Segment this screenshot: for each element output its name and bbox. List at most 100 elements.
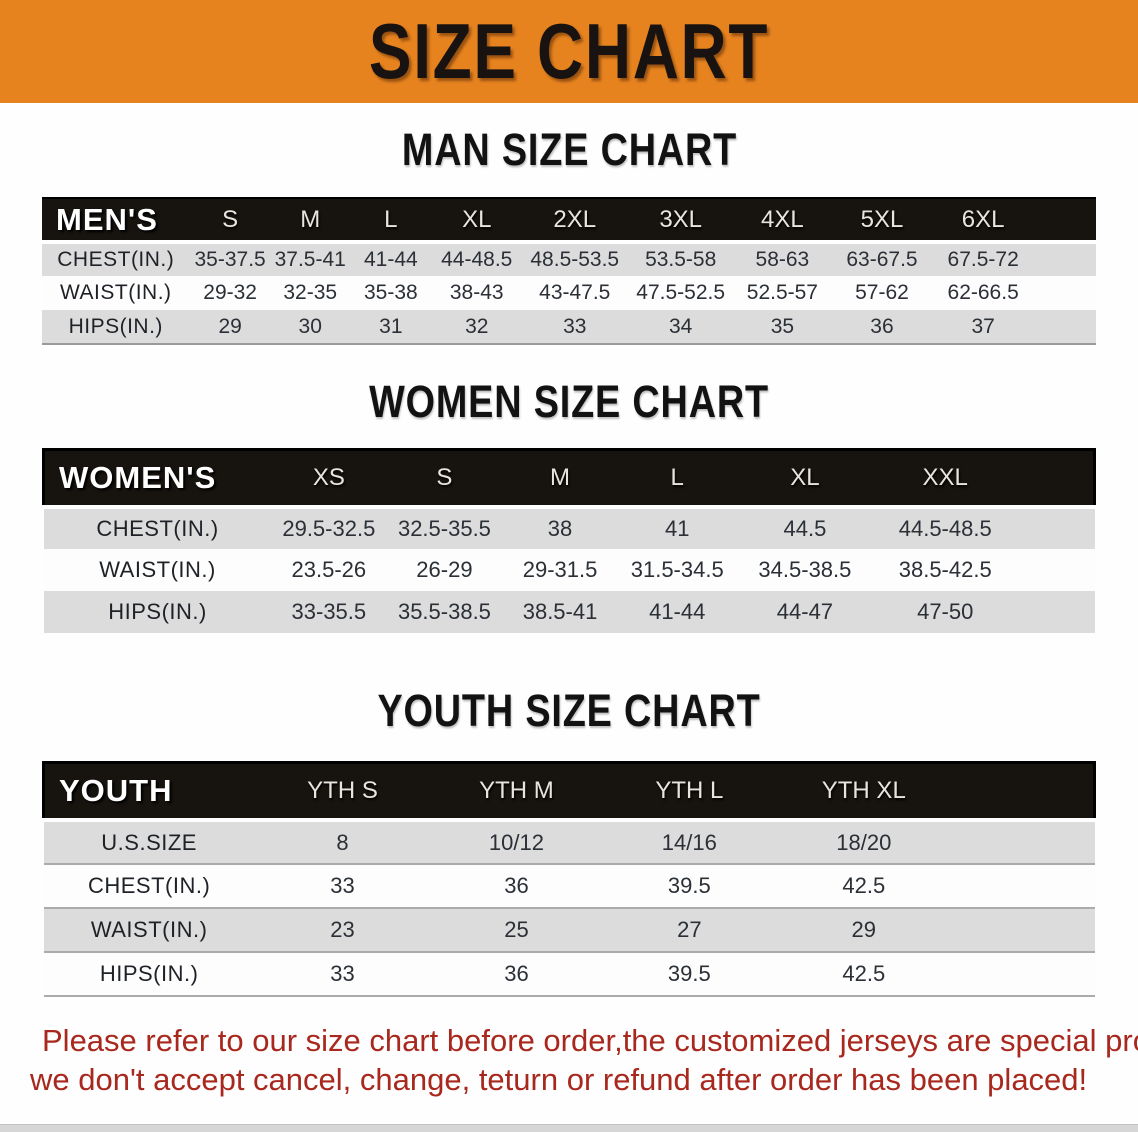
size-column-header: YTH XL <box>821 776 906 804</box>
size-cell: 25 <box>504 917 529 942</box>
size-cell: 37.5-41 <box>274 248 346 271</box>
size-column-header: 4XL <box>761 205 804 233</box>
table-row: HIPS(IN.) 33-35.5 35.5-38.5 38.5-41 41-44 44-… <box>43 590 1095 633</box>
table-row: U.S.SIZE 8 10/12 14/16 18/20 <box>43 820 1095 864</box>
section-women: WOMEN SIZE CHART WOMEN'S XS S M L XL XXL CHEST(… <box>0 379 1138 633</box>
size-cell: 31.5-34.5 <box>630 556 724 582</box>
page-title: SIZE CHART <box>368 7 770 95</box>
header-row: WOMEN'S XS S M L XL XXL <box>43 449 1095 507</box>
size-cell: 32 <box>465 314 489 338</box>
bottom-strip <box>0 1124 1138 1132</box>
spacer-cell <box>952 820 1095 864</box>
size-cell: 41-44 <box>649 598 706 624</box>
size-cell: 10/12 <box>488 829 544 855</box>
size-cell: 47.5-52.5 <box>636 281 726 304</box>
table-row: CHEST(IN.) 33 36 39.5 42.5 <box>43 864 1095 908</box>
disclaimer-line-2: we don't accept cancel, change, teturn o… <box>30 1062 1088 1097</box>
size-column-header: M <box>300 205 321 233</box>
disclaimer: Please refer to our size chart before or… <box>0 1021 1138 1099</box>
size-cell: 36 <box>870 314 894 338</box>
spacer-cell <box>1018 591 1095 633</box>
size-column-header: L <box>384 205 398 233</box>
spacer-cell <box>1034 242 1096 276</box>
youth-section-heading: YOUTH SIZE CHART <box>0 684 1138 736</box>
size-cell: 32.5-35.5 <box>397 515 491 541</box>
size-cell: 38.5-41 <box>522 598 598 624</box>
spacer-cell <box>952 762 1095 820</box>
size-cell: 38 <box>547 515 573 541</box>
size-cell: 36 <box>504 873 529 898</box>
size-cell: 44.5 <box>783 515 827 541</box>
size-column-header: 5XL <box>860 205 904 233</box>
size-cell: 14/16 <box>661 829 717 855</box>
spacer-cell <box>1034 276 1096 310</box>
size-cell: 18/20 <box>836 829 892 855</box>
size-cell: 33 <box>330 873 355 898</box>
size-cell: 52.5-57 <box>746 281 818 304</box>
men-table-label: MEN'S <box>56 201 158 237</box>
section-youth: YOUTH SIZE CHART YOUTH YTH S YTH M YTH L YTH… <box>0 684 1138 998</box>
disclaimer-line-1: Please refer to our size chart before or… <box>42 1023 1138 1058</box>
size-column-header: XXL <box>922 463 968 491</box>
row-label: WAIST(IN.) <box>60 281 172 304</box>
row-label: HIPS(IN.) <box>108 598 207 624</box>
youth-section-heading-text: YOUTH SIZE CHART <box>377 684 761 736</box>
spacer-cell <box>952 864 1095 908</box>
size-cell: 8 <box>336 829 349 855</box>
size-cell: 34 <box>669 314 693 338</box>
size-cell: 29-32 <box>203 281 257 304</box>
size-cell: 33-35.5 <box>291 598 367 624</box>
size-cell: 42.5 <box>842 873 886 898</box>
size-cell: 27 <box>677 917 702 942</box>
size-column-header: YTH S <box>307 776 378 804</box>
row-label: HIPS(IN.) <box>68 314 163 338</box>
size-cell: 44-48.5 <box>441 248 513 271</box>
size-cell: 41 <box>664 515 690 541</box>
row-label: U.S.SIZE <box>101 829 197 855</box>
size-cell: 23 <box>330 917 355 942</box>
size-cell: 29 <box>851 917 877 942</box>
men-section-heading: MAN SIZE CHART <box>0 127 1138 173</box>
size-column-header: XS <box>312 463 345 491</box>
size-cell: 42.5 <box>842 961 886 986</box>
size-cell: 35-38 <box>363 281 418 304</box>
table-row: WAIST(IN.) 23.5-26 26-29 29-31.5 31.5-34.5 34… <box>43 548 1095 591</box>
size-cell: 57-62 <box>855 281 909 304</box>
header-row: YOUTH YTH S YTH M YTH L YTH XL <box>43 762 1095 820</box>
size-cell: 41-44 <box>363 248 418 271</box>
size-cell: 63-67.5 <box>846 248 918 271</box>
size-cell: 53.5-58 <box>645 248 717 271</box>
size-column-header: 3XL <box>659 205 703 233</box>
size-cell: 29-31.5 <box>522 556 598 582</box>
size-cell: 29 <box>218 314 242 338</box>
size-cell: 36 <box>504 961 529 986</box>
size-column-header: YTH M <box>479 776 554 804</box>
row-label: HIPS(IN.) <box>99 961 199 986</box>
table-row: WAIST(IN.) 23 25 27 29 <box>43 908 1095 952</box>
spacer-cell <box>1018 450 1095 507</box>
size-cell: 38-43 <box>449 281 504 304</box>
size-cell: 48.5-53.5 <box>530 248 620 271</box>
size-cell: 33 <box>330 961 355 986</box>
row-label: CHEST(IN.) <box>57 248 175 271</box>
size-cell: 39.5 <box>667 961 711 986</box>
size-cell: 44.5-48.5 <box>898 515 992 541</box>
size-column-header: YTH L <box>655 776 724 804</box>
size-cell: 44-47 <box>776 598 834 624</box>
table-row: WAIST(IN.) 29-32 32-35 35-38 38-43 43-47.5 47.… <box>42 276 1096 310</box>
spacer-cell <box>1018 549 1095 591</box>
size-cell: 38.5-42.5 <box>898 556 992 582</box>
spacer-cell <box>952 952 1095 996</box>
size-cell: 62-66.5 <box>947 281 1019 304</box>
size-cell: 58-63 <box>755 248 810 271</box>
youth-size-table: YOUTH YTH S YTH M YTH L YTH XL U.S.SIZE 8 10/12… <box>42 761 1096 998</box>
header-row: MEN'S S M L XL 2XL 3XL 4XL 5XL 6XL <box>42 198 1096 242</box>
men-section-heading-text: MAN SIZE CHART <box>401 124 737 175</box>
size-column-header: M <box>550 463 571 491</box>
banner: SIZE CHART <box>0 0 1138 103</box>
women-section-heading-text: WOMEN SIZE CHART <box>369 376 769 427</box>
table-row: CHEST(IN.) 29.5-32.5 32.5-35.5 38 41 44.5 44.5… <box>43 506 1095 549</box>
table-row: CHEST(IN.) 35-37.5 37.5-41 41-44 44-48.5 48.5… <box>42 242 1096 276</box>
size-cell: 29.5-32.5 <box>282 515 376 541</box>
